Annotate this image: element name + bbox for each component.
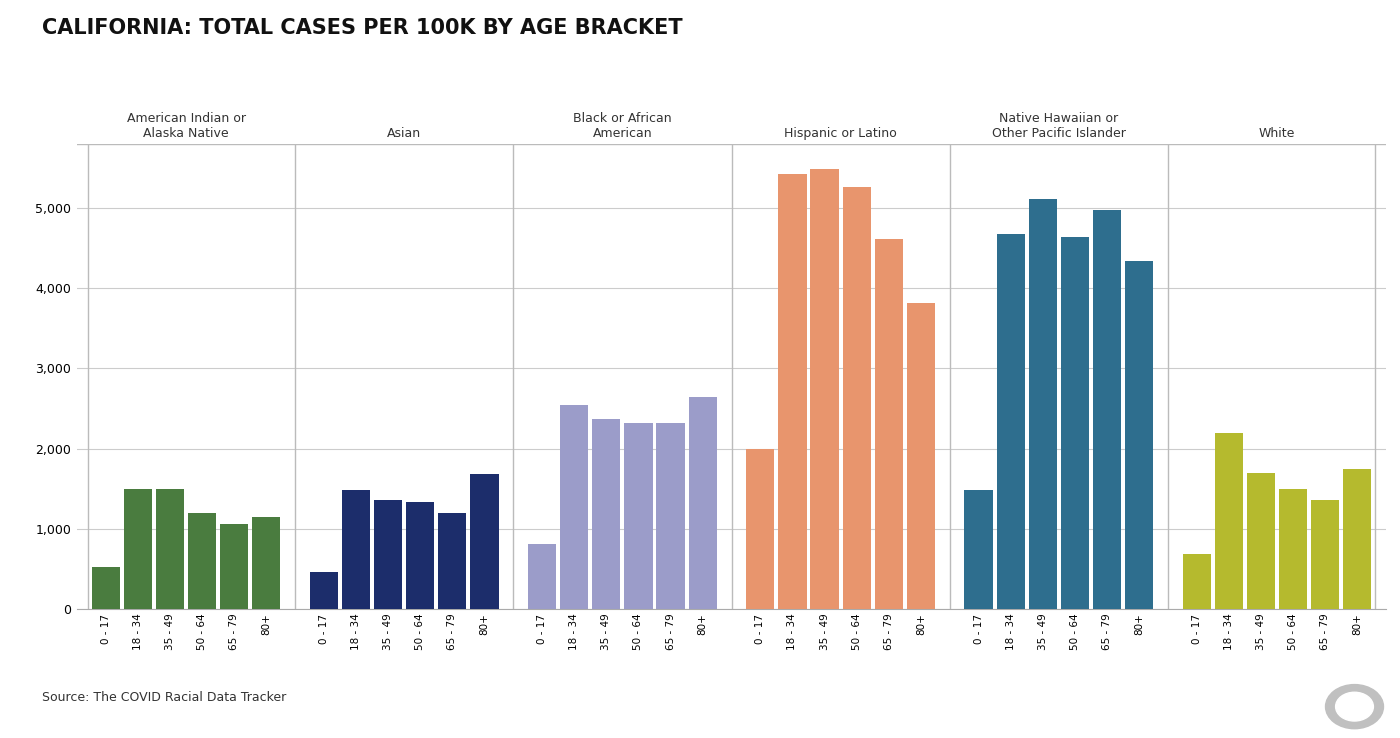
Bar [1310,500,1340,609]
Bar [374,500,402,609]
Bar [438,514,466,609]
Bar [592,419,620,609]
Bar [155,489,185,609]
Bar [1278,489,1308,609]
Bar [1029,199,1057,609]
Bar [470,475,498,609]
Bar [92,568,120,609]
Bar [252,517,280,609]
Text: White: White [1259,127,1295,140]
Bar [123,489,153,609]
Bar [1093,210,1121,609]
Text: Native Hawaiian or
Other Pacific Islander: Native Hawaiian or Other Pacific Islande… [991,112,1126,140]
Bar [1061,237,1089,609]
Bar [657,423,685,609]
Bar [560,405,588,609]
Bar [342,490,370,609]
Text: Asian: Asian [388,127,421,140]
Bar [689,397,717,609]
Bar [875,238,903,609]
Bar [1343,469,1371,609]
Bar [778,173,806,609]
Bar [309,572,339,609]
Bar [811,169,839,609]
Bar [746,449,774,609]
Circle shape [1336,692,1373,721]
Bar [965,490,993,609]
Bar [406,503,434,609]
Bar [1183,554,1211,609]
Bar [220,524,248,609]
Bar [1215,433,1243,609]
Text: Hispanic or Latino: Hispanic or Latino [784,127,897,140]
Text: Source: The COVID Racial Data Tracker: Source: The COVID Racial Data Tracker [42,691,286,704]
Bar [997,234,1025,609]
Text: American Indian or
Alaska Native: American Indian or Alaska Native [126,112,245,140]
Bar [843,187,871,609]
Bar [528,544,556,609]
Bar [188,514,216,609]
Bar [1124,261,1154,609]
Bar [907,303,935,609]
Text: Black or African
American: Black or African American [573,112,672,140]
Bar [624,423,652,609]
Text: CALIFORNIA: TOTAL CASES PER 100K BY AGE BRACKET: CALIFORNIA: TOTAL CASES PER 100K BY AGE … [42,18,683,38]
Circle shape [1326,685,1383,728]
Bar [1247,472,1275,609]
